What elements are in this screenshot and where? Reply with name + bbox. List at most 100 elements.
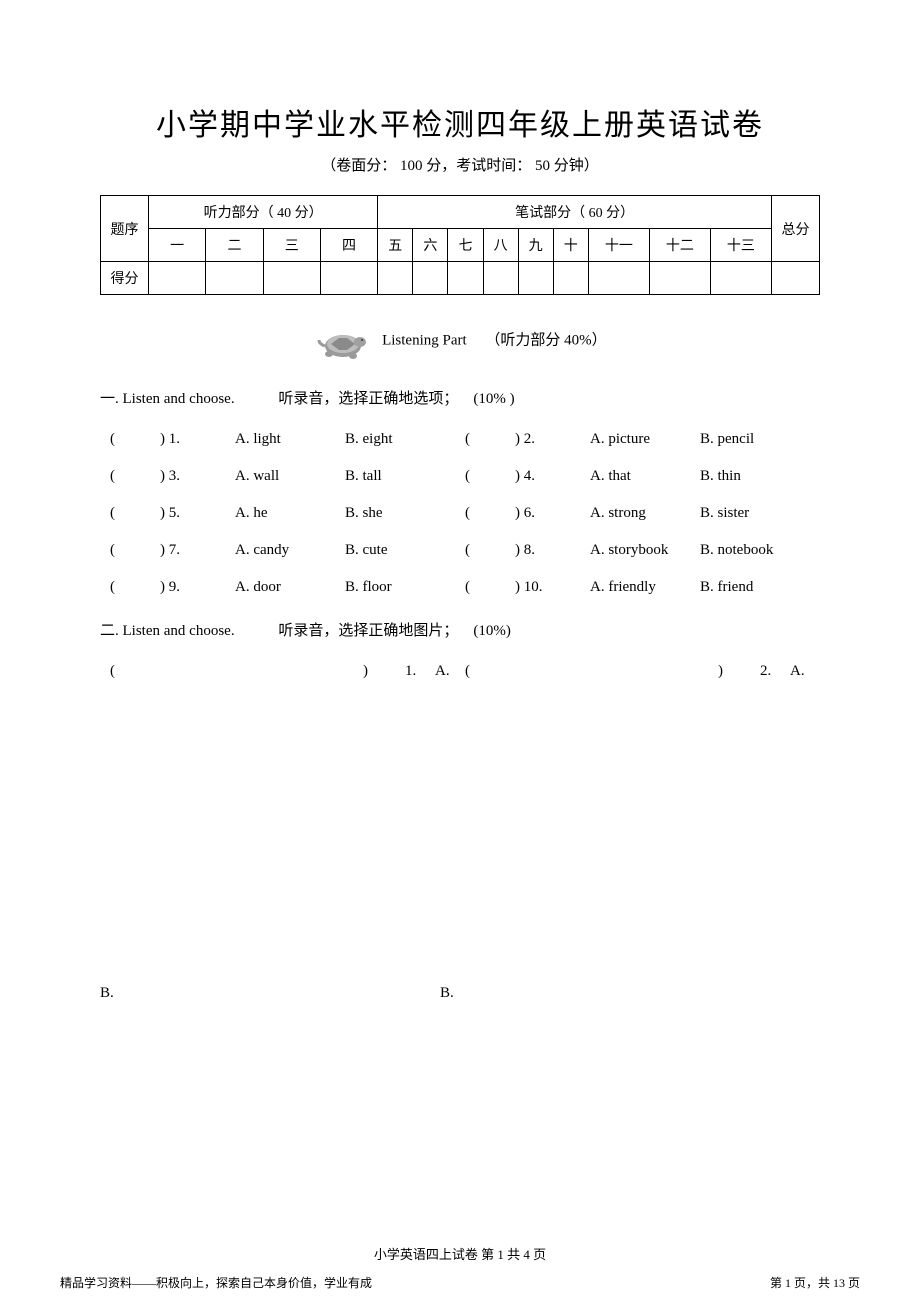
question-number: ) 4.	[515, 463, 590, 490]
question-number: ) 1.	[160, 426, 235, 453]
section-1-cn: 听录音，选择正确地选项；	[278, 391, 458, 407]
page-footer-left: 精品学习资料——积极向上，探索自己本身价值，学业有成	[60, 1274, 372, 1291]
section-2-pct: (10%)	[473, 623, 511, 639]
question-row: () 5. A. heB. she() 6. A. strongB. siste…	[110, 500, 820, 527]
answer-blank	[477, 574, 515, 601]
option-b: B. sister	[700, 500, 820, 527]
section-1-title: 一. Listen and choose. 听录音，选择正确地选项； (10% …	[100, 387, 820, 408]
answer-blank	[477, 500, 515, 527]
score-cell	[206, 262, 263, 295]
answer-blank	[122, 500, 160, 527]
col-w-5: 五	[378, 229, 413, 262]
question-row: () 7. A. candyB. cute() 8. A. storybookB…	[110, 537, 820, 564]
paren-open: (	[465, 463, 477, 490]
section-1-number: 一	[100, 391, 115, 407]
full-score: 100	[400, 158, 423, 174]
subtitle-mid2: 分钟）	[554, 158, 599, 174]
col-w-7: 七	[448, 229, 483, 262]
score-cell	[772, 262, 820, 295]
section-2-number: 二	[100, 623, 115, 639]
col-w-8: 八	[483, 229, 518, 262]
question-item: ( ) 4. A. thatB. thin	[465, 463, 820, 490]
answer-blank	[477, 537, 515, 564]
paren-open: (	[465, 574, 477, 601]
score-cell	[553, 262, 588, 295]
exam-duration: 50	[535, 158, 550, 174]
col-w-12: 十二	[649, 229, 710, 262]
question-row: () 3. A. wallB. tall( ) 4. A. thatB. thin	[110, 463, 820, 490]
col-l-2: 二	[206, 229, 263, 262]
option-a: A. storybook	[590, 537, 700, 564]
score-cell	[518, 262, 553, 295]
section-2-line1: ( ) 1. A. ( ) 2. A.	[110, 658, 820, 685]
col-l-4: 四	[320, 229, 377, 262]
section-2-cn: 听录音，选择正确地图片；	[278, 623, 458, 639]
question-number: ) 2.	[515, 426, 590, 453]
column-numbers-row: 一 二 三 四 五 六 七 八 九 十 十一 十二 十三	[101, 229, 820, 262]
option-b: B. notebook	[700, 537, 820, 564]
section-1-pct: (10% )	[473, 391, 514, 407]
score-cell	[710, 262, 771, 295]
option-a: A. wall	[235, 463, 345, 490]
question-item: ( ) 8. A. storybookB. notebook	[465, 537, 820, 564]
question-number: ) 10.	[515, 574, 590, 601]
question-item: () 3. A. wallB. tall	[110, 463, 465, 490]
q2-1-num: 1.	[405, 658, 435, 685]
score-cell	[378, 262, 413, 295]
question-row: () 1. A. lightB. eight() 2. A. pictureB.…	[110, 426, 820, 453]
score-row: 得分	[101, 262, 820, 295]
score-row-label: 得分	[101, 262, 149, 295]
subtitle-prefix: （卷面分：	[321, 158, 396, 174]
col-w-13: 十三	[710, 229, 771, 262]
paren-open: (	[110, 537, 122, 564]
option-b: B. friend	[700, 574, 820, 601]
exam-title: 小学期中学业水平检测四年级上册英语试卷	[100, 100, 820, 144]
score-cell	[448, 262, 483, 295]
score-cell	[263, 262, 320, 295]
paren-open: (	[110, 574, 122, 601]
option-b: B. pencil	[700, 426, 820, 453]
question-number: ) 7.	[160, 537, 235, 564]
option-b: B. thin	[700, 463, 820, 490]
col-w-6: 六	[413, 229, 448, 262]
option-b: B. floor	[345, 574, 465, 601]
section-2-en: . Listen and choose.	[115, 623, 235, 639]
paren-open: (	[110, 426, 122, 453]
score-table: 题序 听力部分（ 40 分） 笔试部分（ 60 分） 总分 一 二 三 四 五 …	[100, 195, 820, 295]
question-item: () 10. A. friendlyB. friend	[465, 574, 820, 601]
question-number: ) 8.	[515, 537, 590, 564]
option-b: B. tall	[345, 463, 465, 490]
option-b: B. eight	[345, 426, 465, 453]
option-a: A. picture	[590, 426, 700, 453]
question-number: ) 9.	[160, 574, 235, 601]
answer-blank	[477, 463, 515, 490]
answer-blank	[122, 426, 160, 453]
paren-open: (	[465, 537, 477, 564]
q2-2-num: 2.	[760, 658, 790, 685]
subtitle-mid1: 分，考试时间：	[426, 158, 531, 174]
paren-open: (	[110, 463, 122, 490]
question-item: () 6. A. strongB. sister	[465, 500, 820, 527]
turtle-icon	[313, 320, 373, 362]
image-placeholder-area	[100, 685, 820, 985]
col-l-3: 三	[263, 229, 320, 262]
paren-open: (	[465, 426, 477, 453]
answer-blank	[477, 426, 515, 453]
exam-subtitle: （卷面分： 100 分，考试时间： 50 分钟）	[100, 154, 820, 175]
q2-1-optb: B.	[100, 985, 440, 1002]
question-number: ) 5.	[160, 500, 235, 527]
q2-2-opt: A.	[790, 658, 820, 685]
listening-part-banner: Listening Part （听力部分 40%）	[100, 320, 820, 362]
option-b: B. she	[345, 500, 465, 527]
option-a: A. that	[590, 463, 700, 490]
option-a: A. light	[235, 426, 345, 453]
question-number: ) 6.	[515, 500, 590, 527]
score-cell	[483, 262, 518, 295]
answer-blank	[122, 574, 160, 601]
total-label: 总分	[772, 196, 820, 262]
page-footer-right: 第 1 页，共 13 页	[770, 1274, 860, 1291]
paren-open: (	[465, 500, 477, 527]
score-cell	[649, 262, 710, 295]
section-2-line2: B. B.	[100, 985, 820, 1002]
listening-section-header: 听力部分（ 40 分）	[149, 196, 378, 229]
